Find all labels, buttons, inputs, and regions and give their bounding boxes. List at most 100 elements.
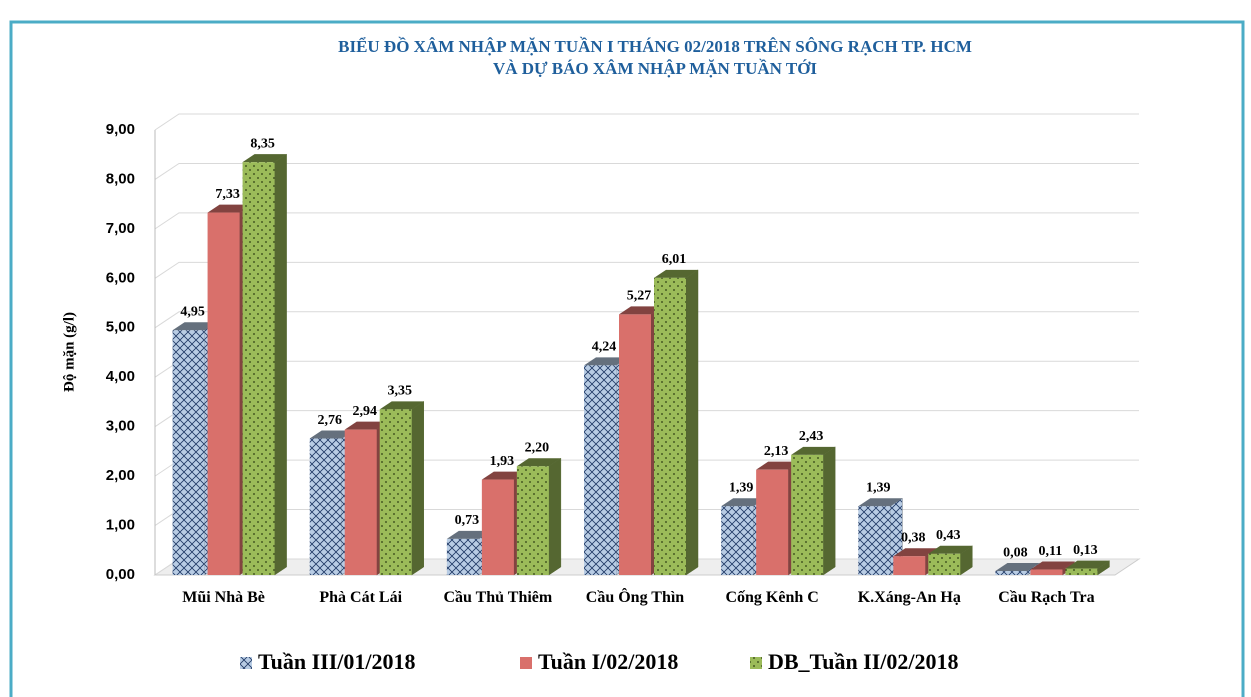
- data-label: 1,39: [866, 480, 891, 495]
- bar-top: [1030, 561, 1075, 570]
- data-label: 1,39: [729, 480, 754, 495]
- data-label: 3,35: [387, 384, 412, 399]
- bar: [791, 454, 824, 575]
- grid-line: [154, 113, 1139, 131]
- bar: [1065, 568, 1098, 575]
- bar-top: [242, 154, 287, 163]
- bar: [1030, 569, 1063, 575]
- bar-top: [516, 458, 561, 467]
- bar-side: [274, 153, 287, 576]
- bar-side: [685, 269, 699, 576]
- legend-label: Tuần III/01/2018: [258, 649, 416, 674]
- bar-top: [172, 322, 217, 331]
- grid-line: [154, 311, 1139, 329]
- data-label: 0,73: [455, 513, 480, 528]
- bar: [172, 330, 205, 575]
- bar-side: [411, 400, 424, 576]
- bar-top: [1065, 560, 1110, 569]
- bar: [481, 479, 514, 575]
- legend-label: Tuần I/02/2018: [538, 649, 678, 674]
- data-label: 0,43: [936, 528, 961, 543]
- bar: [446, 538, 479, 575]
- data-label: 2,94: [352, 404, 377, 419]
- legend-label: DB_Tuần II/02/2018: [768, 649, 959, 674]
- bar-side: [960, 545, 973, 576]
- grid-line: [154, 212, 1139, 230]
- x-tick-label: Cầu Thủ Thiêm: [443, 589, 553, 606]
- y-tick-label: 5,00: [106, 319, 135, 336]
- bar: [242, 162, 275, 575]
- legend-swatch: [240, 657, 252, 669]
- y-tick-label: 3,00: [106, 418, 135, 435]
- chart-title: BIỂU ĐỒ XÂM NHẬP MẶN TUẦN I THÁNG 02/201…: [338, 36, 972, 56]
- chart-frame: [9, 20, 1245, 697]
- x-tick-label: Cầu Rạch Tra: [998, 589, 1095, 606]
- bar-top: [584, 357, 628, 366]
- bar: [584, 365, 616, 575]
- y-tick-label: 9,00: [106, 121, 135, 138]
- bar-side: [548, 457, 562, 576]
- bar: [379, 409, 412, 575]
- grid-line: [154, 261, 1139, 279]
- x-tick-label: Cầu Ông Thìn: [585, 589, 685, 606]
- bar-top: [344, 421, 389, 430]
- data-label: 2,13: [764, 444, 789, 459]
- legend-swatch: [750, 657, 762, 669]
- bar-side: [1097, 560, 1110, 576]
- data-label: 0,08: [1003, 545, 1028, 560]
- data-label: 1,93: [490, 454, 515, 469]
- bar-top: [791, 446, 836, 455]
- bar-top: [721, 498, 766, 507]
- bar-top: [654, 269, 698, 278]
- data-label: 0,13: [1073, 543, 1098, 558]
- bar: [619, 314, 651, 575]
- bar: [207, 212, 240, 576]
- y-tick-label: 0,00: [106, 566, 135, 583]
- bar: [928, 553, 961, 575]
- data-label: 2,43: [799, 429, 824, 444]
- bar-top: [858, 498, 903, 507]
- bar: [858, 506, 891, 575]
- bar-top: [309, 430, 354, 439]
- bar: [756, 469, 789, 575]
- bar-top: [379, 401, 424, 410]
- data-label: 4,95: [180, 304, 205, 319]
- y-tick-label: 4,00: [106, 368, 135, 385]
- data-label: 0,11: [1039, 544, 1063, 559]
- bar-top: [207, 204, 252, 213]
- bar: [654, 277, 686, 575]
- bar: [721, 506, 754, 575]
- bar-top: [928, 545, 973, 554]
- y-tick-label: 8,00: [106, 170, 135, 187]
- legend-swatch: [520, 657, 532, 669]
- data-label: 7,33: [215, 187, 240, 202]
- data-label: 2,20: [525, 440, 550, 455]
- bar-top: [446, 530, 491, 539]
- x-tick-label: K.Xáng-An Hạ: [857, 589, 961, 606]
- data-label: 0,38: [901, 530, 926, 545]
- bar: [344, 429, 377, 575]
- bar-top: [995, 563, 1040, 572]
- grid-line: [154, 162, 1139, 180]
- y-axis-label: Độ mặn (g/l): [61, 312, 77, 392]
- bar-top: [481, 471, 526, 480]
- data-label: 5,27: [627, 289, 652, 304]
- bar: [309, 438, 342, 575]
- y-tick-label: 2,00: [106, 467, 135, 484]
- data-label: 4,24: [592, 340, 617, 355]
- bar-top: [756, 461, 801, 470]
- data-label: 8,35: [250, 136, 275, 151]
- bar-top: [619, 306, 663, 315]
- x-tick-label: Phà Cát Lái: [319, 589, 403, 606]
- bar: [995, 571, 1028, 575]
- y-tick-label: 6,00: [106, 269, 135, 286]
- x-tick-label: Cống Kênh C: [725, 589, 819, 606]
- data-label: 2,76: [317, 413, 342, 428]
- y-tick-label: 1,00: [106, 517, 135, 534]
- y-tick-label: 7,00: [106, 220, 135, 237]
- bar-top: [893, 548, 938, 557]
- bar: [893, 556, 926, 575]
- chart-title: VÀ DỰ BÁO XÂM NHẬP MẶN TUẦN TỚI: [493, 59, 817, 78]
